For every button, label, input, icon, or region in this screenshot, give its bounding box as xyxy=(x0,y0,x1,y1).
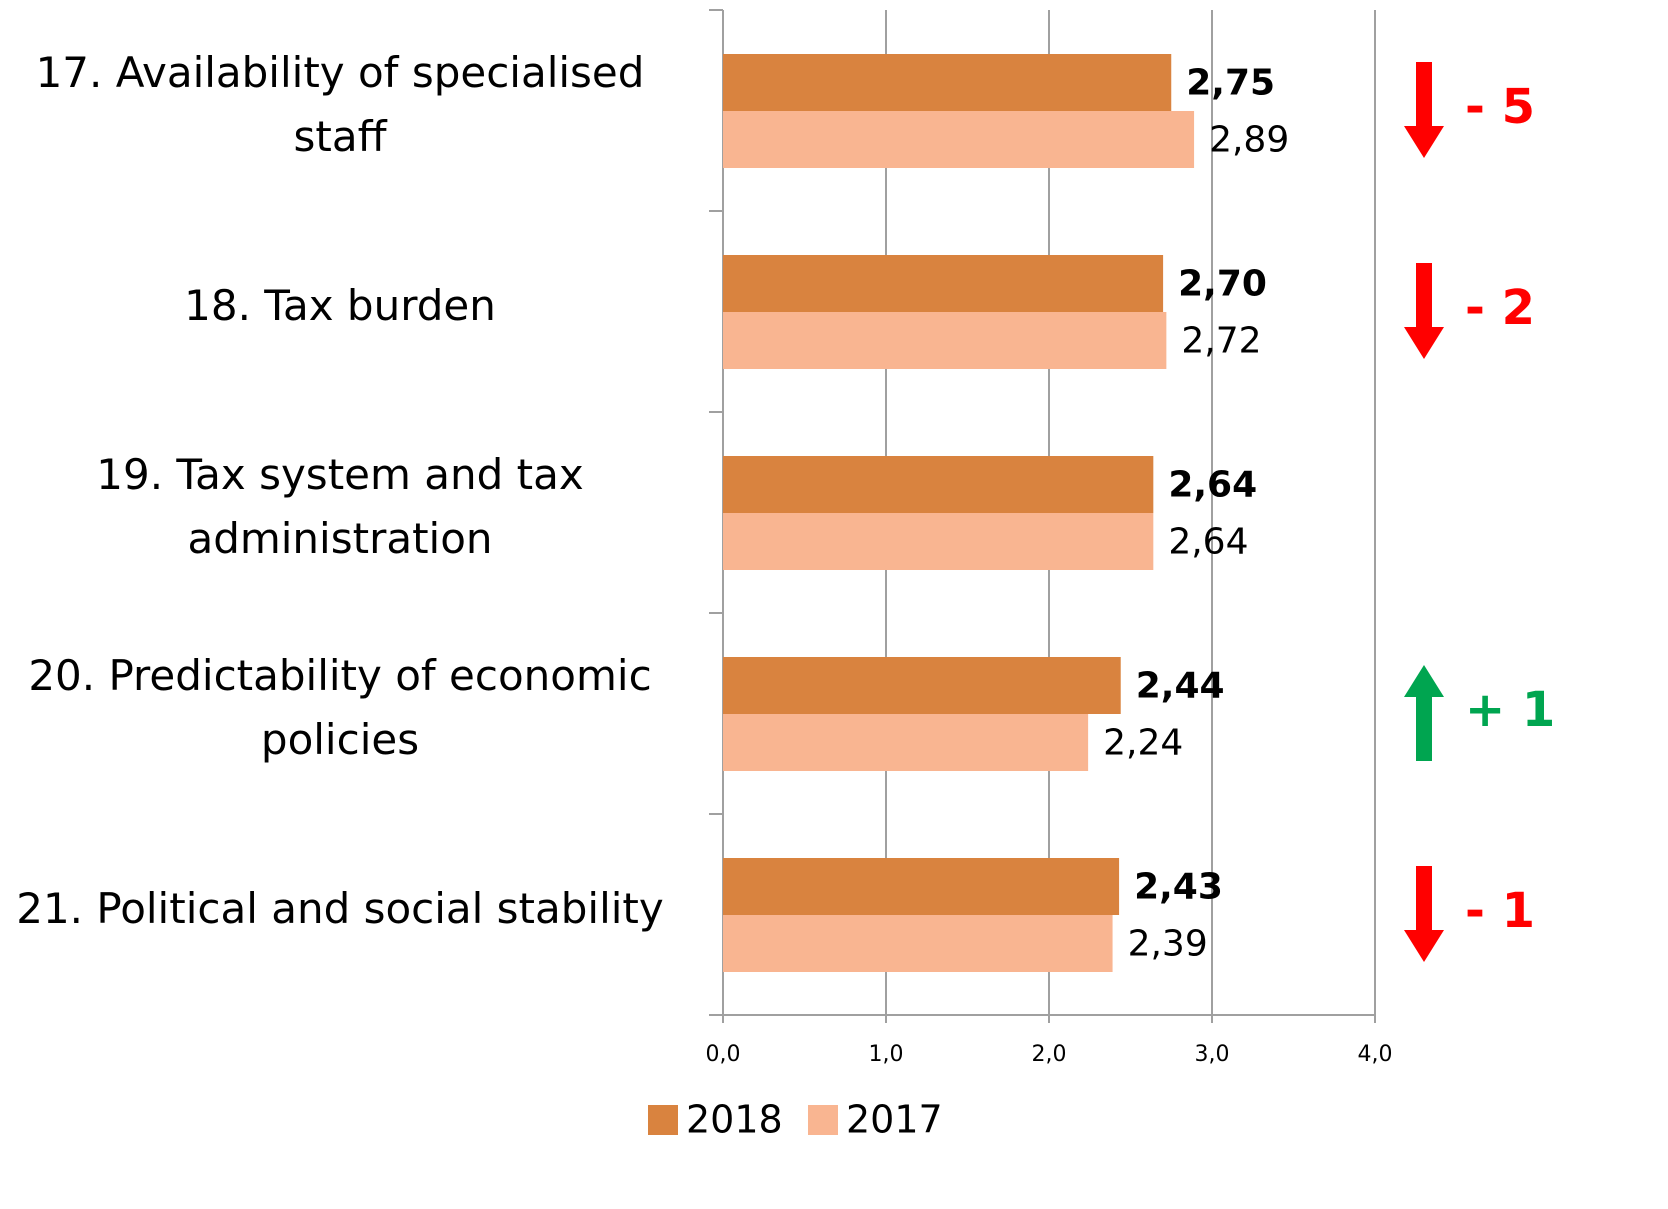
rank-change: + 1 xyxy=(1465,682,1555,738)
bar xyxy=(723,255,1164,312)
x-tick-label: 2,0 xyxy=(1032,1042,1067,1067)
bar xyxy=(723,513,1154,570)
category-label: 18. Tax burden xyxy=(184,281,496,330)
value-label: 2,75 xyxy=(1186,63,1275,104)
category-label: 20. Predictability of economic policies xyxy=(28,651,652,764)
value-label: 2,70 xyxy=(1178,264,1267,305)
bar xyxy=(723,915,1113,972)
value-label: 2,89 xyxy=(1209,120,1289,161)
value-label: 2,24 xyxy=(1103,723,1183,764)
x-tick-label: 1,0 xyxy=(869,1042,904,1067)
value-label: 2,43 xyxy=(1134,867,1223,908)
category-label: 17. Availability of specialised staff xyxy=(35,48,645,161)
value-label: 2,44 xyxy=(1136,666,1225,707)
bar xyxy=(723,657,1121,714)
bar xyxy=(723,456,1154,513)
x-tick-label: 4,0 xyxy=(1358,1042,1393,1067)
bar xyxy=(723,858,1120,915)
rank-arrow xyxy=(1404,665,1444,761)
value-label: 2,64 xyxy=(1168,465,1257,506)
value-label: 2,72 xyxy=(1181,321,1261,362)
rank-arrow xyxy=(1404,866,1444,962)
legend-label: 2018 xyxy=(686,1098,783,1142)
bar xyxy=(723,312,1167,369)
legend-swatch xyxy=(808,1105,838,1135)
rank-change: - 1 xyxy=(1465,883,1535,939)
legend-label: 2017 xyxy=(846,1098,943,1142)
x-tick-label: 0,0 xyxy=(706,1042,741,1067)
bar xyxy=(723,714,1089,771)
bar xyxy=(723,54,1172,111)
value-label: 2,64 xyxy=(1168,522,1248,563)
bar xyxy=(723,111,1195,168)
rank-arrow xyxy=(1404,62,1444,158)
rank-arrow xyxy=(1404,263,1444,359)
category-label: 21. Political and social stability xyxy=(16,884,664,933)
rank-change: - 2 xyxy=(1465,280,1535,336)
category-label: 19. Tax system and tax administration xyxy=(96,450,584,563)
x-tick-label: 3,0 xyxy=(1195,1042,1230,1067)
value-label: 2,39 xyxy=(1128,924,1208,965)
rank-change: - 5 xyxy=(1465,79,1535,135)
legend-swatch xyxy=(648,1105,678,1135)
